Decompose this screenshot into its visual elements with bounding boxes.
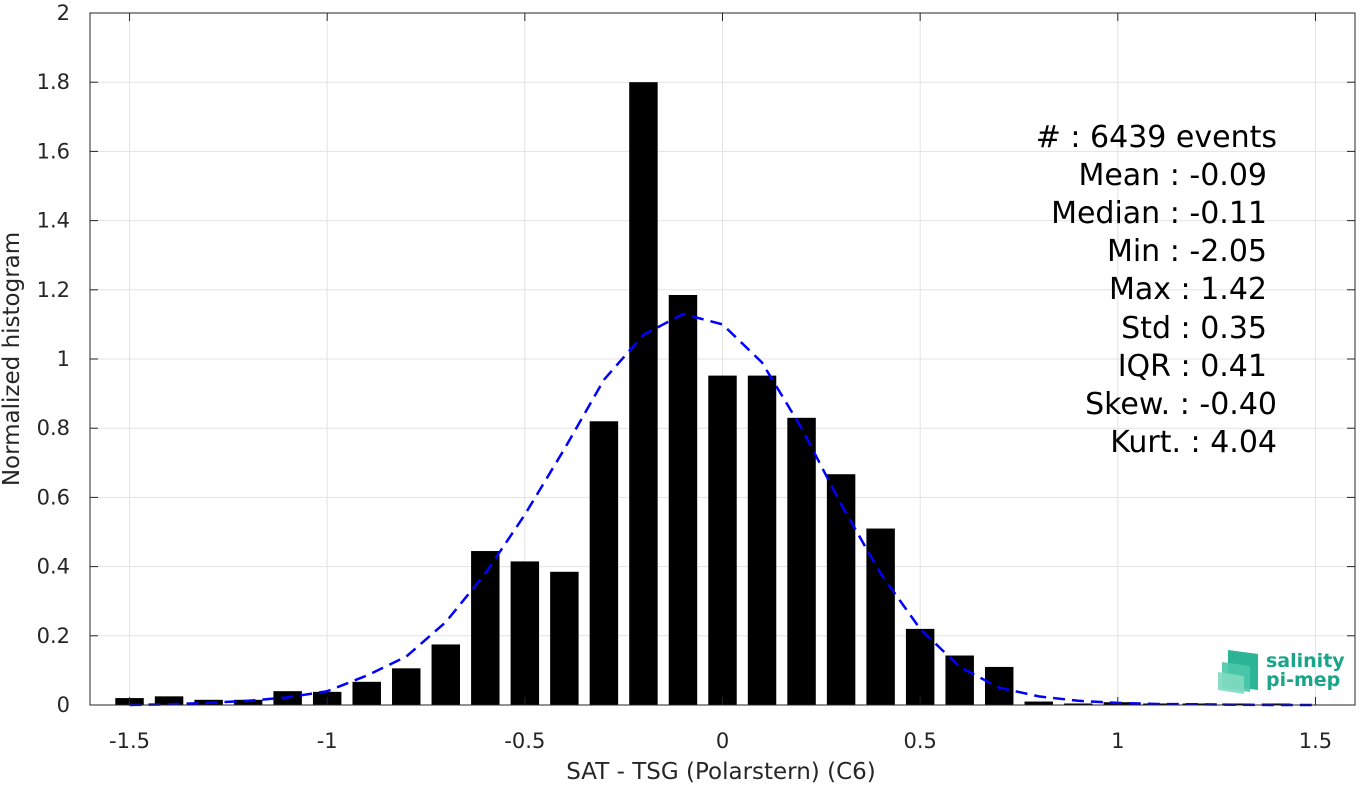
- x-tick-label: -1: [317, 729, 338, 753]
- stats-std: Std : 0.35: [1121, 311, 1267, 346]
- histogram-bar: [589, 421, 619, 705]
- y-tick-label: 1.6: [37, 139, 70, 163]
- histogram-bar: [471, 551, 500, 705]
- histogram-bar: [708, 375, 737, 705]
- stats-events: # : 6439 events: [1036, 120, 1277, 155]
- stats-max: Max : 1.42: [1109, 272, 1267, 307]
- histogram-bar: [787, 417, 816, 705]
- plot-frame: [89, 12, 1356, 706]
- logo-line-1: salinity: [1266, 650, 1345, 672]
- histogram-bar: [154, 696, 184, 705]
- histogram-bar: [826, 474, 856, 705]
- histogram-bar: [392, 668, 421, 705]
- histogram-bar: [629, 82, 658, 705]
- y-axis-label: Normalized histogram: [0, 232, 25, 486]
- y-tick-label: 1.2: [37, 278, 70, 302]
- histogram-bar: [984, 666, 1014, 705]
- histogram-bars: [115, 82, 1291, 705]
- x-tick-label: -0.5: [504, 729, 545, 753]
- stats-iqr: IQR : 0.41: [1118, 349, 1267, 384]
- logo-icon: [1218, 650, 1258, 694]
- x-tick-label: 1.5: [1299, 729, 1332, 753]
- histogram-bar: [550, 571, 579, 705]
- histogram-bar: [352, 681, 381, 705]
- histogram-bar: [1064, 703, 1093, 705]
- y-tick-label: 0.4: [37, 555, 70, 579]
- histogram-bar: [1024, 701, 1053, 705]
- stats-min: Min : -2.05: [1107, 234, 1267, 269]
- stats-skew: Skew. : -0.40: [1085, 387, 1277, 422]
- y-tick-label: 0: [57, 693, 70, 717]
- y-tick-label: 0.6: [37, 485, 70, 509]
- stats-box: # : 6439 events Mean : -0.09 Median : -0…: [1036, 120, 1277, 460]
- histogram-bar: [668, 294, 698, 705]
- y-tick-label: 0.2: [37, 624, 70, 648]
- histogram-bar: [945, 655, 974, 705]
- stats-median: Median : -0.11: [1051, 196, 1267, 231]
- x-tick-label: 0.5: [903, 729, 936, 753]
- logo-line-2: pi-mep: [1266, 669, 1340, 691]
- histogram-bar: [431, 644, 461, 705]
- y-tick-label: 0.8: [37, 416, 70, 440]
- histogram-bar: [510, 561, 540, 705]
- stats-kurt: Kurt. : 4.04: [1110, 425, 1277, 460]
- histogram-bar: [1222, 703, 1251, 705]
- salinity-pi-mep-logo: salinity pi-mep: [1218, 650, 1345, 694]
- y-tick-label: 1: [57, 347, 70, 371]
- y-tick-label: 2: [57, 1, 70, 25]
- x-tick-label: -1.5: [109, 729, 150, 753]
- x-axis-label: SAT - TSG (Polarstern) (C6): [566, 759, 875, 785]
- x-tick-label: 1: [1111, 729, 1124, 753]
- y-tick-label: 1.8: [37, 70, 70, 94]
- y-tick-label: 1.4: [37, 209, 70, 233]
- histogram-bar: [747, 375, 777, 705]
- x-tick-label: 0: [716, 729, 729, 753]
- histogram-bar: [1261, 703, 1291, 705]
- histogram-bar: [233, 699, 263, 705]
- histogram-bar: [905, 628, 935, 705]
- tick-labels: -1.5 -1 -0.5 0 0.5 1 1.5 0 0.2 0.4 0.6 0.8 1 1.2 1.4 1.…: [37, 1, 1333, 753]
- stats-mean: Mean : -0.09: [1078, 158, 1267, 193]
